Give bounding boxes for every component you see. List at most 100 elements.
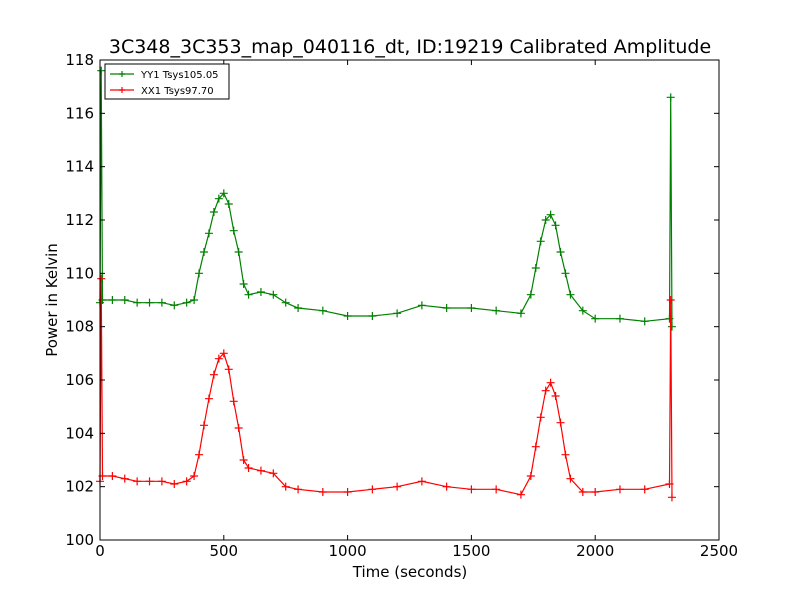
data-point-yy1-37 bbox=[536, 237, 545, 246]
y-tick-label-0: 100 bbox=[65, 531, 94, 549]
data-point-xx1-1 bbox=[97, 274, 106, 283]
data-point-xx1-17 bbox=[224, 365, 233, 374]
data-point-xx1-9 bbox=[182, 477, 191, 486]
data-point-yy1-6 bbox=[145, 298, 154, 307]
data-point-yy1-25 bbox=[294, 304, 303, 312]
data-point-yy1-31 bbox=[442, 304, 451, 312]
data-point-xx1-32 bbox=[467, 485, 476, 494]
data-point-xx1-14 bbox=[209, 370, 218, 379]
data-point-yy1-20 bbox=[239, 280, 248, 288]
data-point-xx1-4 bbox=[120, 474, 129, 483]
y-tick-label-2: 104 bbox=[65, 424, 94, 442]
y-tick-label-3: 106 bbox=[65, 371, 94, 389]
data-point-xx1-34 bbox=[516, 490, 525, 499]
data-point-yy1-42 bbox=[561, 269, 570, 278]
data-point-yy1-41 bbox=[556, 248, 565, 256]
chart-title: 3C348_3C353_map_040116_dt, ID:19219 Cali… bbox=[109, 36, 711, 58]
data-point-yy1-15 bbox=[214, 194, 223, 203]
legend: YY1 Tsys105.05 XX1 Tsys97.70 bbox=[104, 63, 230, 100]
legend-label-yy1: YY1 Tsys105.05 bbox=[140, 70, 219, 81]
data-point-xx1-12 bbox=[199, 421, 208, 430]
data-point-yy1-5 bbox=[133, 298, 142, 307]
data-point-yy1-17 bbox=[224, 200, 233, 208]
data-point-xx1-13 bbox=[204, 394, 213, 403]
data-point-yy1-48 bbox=[665, 314, 674, 323]
legend-marker-yy1 bbox=[119, 71, 125, 77]
data-point-xx1-47 bbox=[640, 485, 649, 494]
data-point-yy1-33 bbox=[492, 306, 501, 315]
x-tick-label-0: 0 bbox=[95, 542, 105, 560]
data-point-xx1-42 bbox=[561, 450, 570, 459]
data-point-yy1-21 bbox=[244, 290, 253, 299]
plot-area-frame bbox=[99, 59, 720, 541]
data-point-xx1-24 bbox=[281, 482, 290, 491]
data-point-yy1-27 bbox=[343, 312, 352, 320]
data-point-yy1-24 bbox=[281, 298, 290, 307]
data-point-xx1-19 bbox=[234, 424, 243, 432]
x-tick-label-1: 500 bbox=[209, 542, 238, 560]
data-point-xx1-46 bbox=[615, 485, 624, 494]
legend-box bbox=[104, 63, 230, 100]
data-point-xx1-25 bbox=[294, 485, 303, 494]
data-point-xx1-15 bbox=[214, 354, 223, 363]
data-point-yy1-22 bbox=[256, 288, 265, 296]
data-point-xx1-8 bbox=[170, 480, 179, 488]
data-point-xx1-43 bbox=[566, 474, 575, 483]
data-point-yy1-23 bbox=[269, 290, 278, 299]
data-point-xx1-20 bbox=[239, 456, 248, 464]
data-point-yy1-12 bbox=[199, 248, 208, 256]
data-point-yy1-4 bbox=[120, 296, 129, 304]
data-point-xx1-36 bbox=[531, 442, 540, 451]
data-point-yy1-1 bbox=[97, 66, 106, 75]
data-point-xx1-28 bbox=[368, 485, 377, 494]
data-point-xx1-21 bbox=[244, 464, 253, 472]
data-point-xx1-5 bbox=[133, 477, 142, 486]
data-point-yy1-40 bbox=[551, 221, 560, 230]
data-point-xx1-41 bbox=[556, 418, 565, 427]
x-tick-label-2: 1000 bbox=[329, 542, 367, 560]
data-point-xx1-29 bbox=[393, 482, 402, 491]
data-point-xx1-3 bbox=[108, 472, 117, 480]
data-point-xx1-22 bbox=[256, 466, 265, 475]
data-point-xx1-49 bbox=[666, 296, 675, 304]
data-point-yy1-7 bbox=[157, 298, 166, 307]
data-point-yy1-26 bbox=[318, 306, 327, 315]
y-tick-label-8: 116 bbox=[65, 104, 94, 122]
data-point-xx1-18 bbox=[229, 397, 238, 406]
data-point-yy1-3 bbox=[108, 296, 117, 304]
plot-series-group bbox=[96, 66, 676, 502]
y-tick-label-9: 118 bbox=[65, 51, 94, 69]
data-point-yy1-36 bbox=[531, 264, 540, 272]
data-point-yy1-11 bbox=[195, 269, 204, 278]
data-point-xx1-48 bbox=[665, 480, 674, 488]
data-point-xx1-11 bbox=[195, 450, 204, 459]
data-point-xx1-37 bbox=[536, 413, 545, 422]
data-point-xx1-35 bbox=[526, 472, 535, 480]
series-yy1 bbox=[96, 66, 676, 331]
data-point-yy1-44 bbox=[578, 306, 587, 315]
y-tick-label-4: 108 bbox=[65, 318, 94, 336]
x-tick-label-3: 1500 bbox=[452, 542, 490, 560]
data-point-yy1-19 bbox=[234, 248, 243, 256]
data-point-yy1-18 bbox=[229, 226, 238, 235]
y-tick-label-1: 102 bbox=[65, 478, 94, 496]
data-point-yy1-45 bbox=[591, 314, 600, 323]
y-tick-label-6: 112 bbox=[65, 211, 94, 229]
data-point-xx1-10 bbox=[190, 472, 199, 480]
data-point-xx1-23 bbox=[269, 469, 278, 478]
data-point-yy1-9 bbox=[182, 298, 191, 307]
y-axis-ticks: 100 102 104 106 108 110 112 114 116 118 bbox=[65, 51, 719, 549]
data-point-yy1-34 bbox=[516, 309, 525, 318]
data-point-yy1-47 bbox=[640, 317, 649, 326]
data-point-yy1-10 bbox=[190, 296, 199, 304]
legend-marker-xx1 bbox=[119, 87, 125, 93]
data-point-yy1-16 bbox=[219, 189, 228, 198]
data-point-yy1-39 bbox=[546, 210, 555, 219]
data-point-xx1-27 bbox=[343, 488, 352, 496]
data-point-yy1-13 bbox=[204, 229, 213, 238]
data-point-xx1-50 bbox=[667, 493, 676, 502]
y-tick-label-7: 114 bbox=[65, 158, 94, 176]
y-tick-label-5: 110 bbox=[65, 264, 94, 282]
